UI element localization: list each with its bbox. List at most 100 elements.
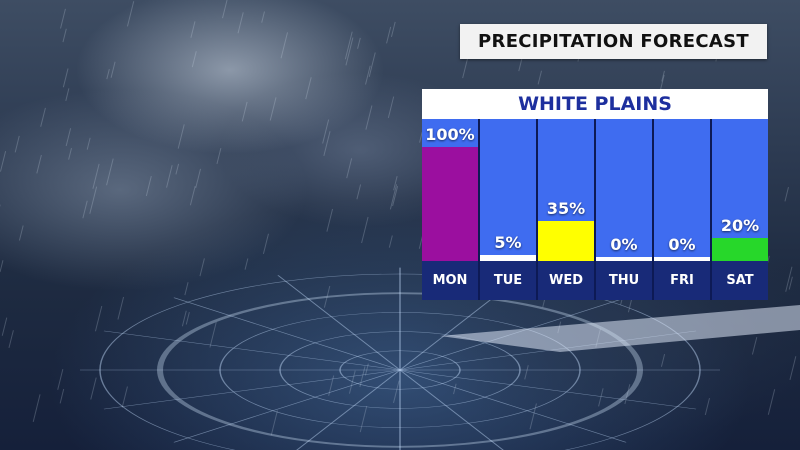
rain-streak <box>14 135 20 153</box>
rain-streak <box>199 258 205 277</box>
column-background <box>596 119 652 261</box>
rain-streak <box>344 31 353 60</box>
column-divider <box>478 119 480 300</box>
day-label-fri: FRI <box>670 273 694 288</box>
rain-streak <box>185 311 190 325</box>
bar-thu <box>596 257 652 261</box>
rain-streak <box>323 131 331 157</box>
column-divider <box>536 119 538 300</box>
day-label-strip <box>654 261 710 300</box>
value-label-sat: 20% <box>720 216 760 236</box>
rain-streak <box>462 55 469 79</box>
city-header: WHITE PLAINS <box>422 89 768 119</box>
rain-streak <box>57 369 64 390</box>
rain-streak <box>89 186 98 214</box>
forecast-panel: WHITE PLAINS 100% MON 5% TUE 35% WED 0% THU 0% FR… <box>422 89 768 300</box>
rain-streak <box>322 119 330 144</box>
rain-streak <box>359 406 368 433</box>
rain-streak <box>704 398 710 416</box>
rain-streak <box>209 321 217 348</box>
rain-streak <box>348 370 356 394</box>
rain-streak <box>121 386 128 408</box>
rain-streak <box>524 365 529 380</box>
day-label-wed: WED <box>548 273 583 288</box>
column-divider <box>710 119 712 300</box>
rain-streak <box>62 28 67 43</box>
rain-streak <box>624 384 631 405</box>
rain-streak <box>270 410 278 436</box>
rain-streak <box>241 101 248 122</box>
rain-streak <box>94 305 103 332</box>
bar-wed <box>538 221 594 261</box>
bar-mon <box>422 147 478 261</box>
rain-streak <box>453 383 457 395</box>
rain-streak <box>92 163 100 189</box>
rain-streak <box>106 69 110 80</box>
rain-streak <box>18 225 24 241</box>
bar-tue <box>480 255 536 261</box>
rain-streak <box>361 216 369 244</box>
day-label-strip <box>480 261 536 300</box>
day-label-strip <box>422 261 478 300</box>
rain-streak <box>106 158 114 186</box>
rain-streak <box>518 57 523 72</box>
rain-streak <box>393 380 400 404</box>
bar-sat <box>712 238 768 261</box>
rain-streak <box>82 200 88 219</box>
rain-streak <box>262 233 269 255</box>
city-name: WHITE PLAINS <box>518 93 672 115</box>
rain-streak <box>65 128 72 147</box>
rain-streak <box>386 26 392 44</box>
rain-streak <box>36 154 42 174</box>
forecast-column-thu: 0% THU <box>596 119 652 300</box>
value-label-tue: 5% <box>494 233 522 253</box>
rain-streak <box>145 175 152 197</box>
rain-streak <box>110 61 116 78</box>
rain-streak <box>661 70 665 82</box>
day-label-strip <box>596 261 652 300</box>
rain-streak <box>368 52 376 77</box>
rain-streak <box>364 363 369 376</box>
forecast-column-wed: 35% WED <box>538 119 594 300</box>
rain-streak <box>788 276 793 290</box>
rain-streak <box>328 375 335 396</box>
rain-streak <box>537 70 543 85</box>
rain-streak <box>195 168 201 189</box>
column-background <box>712 119 768 261</box>
rain-streak <box>166 165 173 188</box>
day-label-thu: THU <box>608 273 640 288</box>
day-label-mon: MON <box>432 273 468 288</box>
rain-streak <box>222 0 228 19</box>
rain-streak <box>86 137 91 150</box>
column-divider <box>594 119 596 300</box>
rain-streak <box>90 377 97 400</box>
day-label-tue: TUE <box>493 273 523 288</box>
rain-streak <box>190 21 196 38</box>
rain-streak <box>359 366 366 388</box>
rain-streak <box>326 208 334 232</box>
forecast-column-tue: 5% TUE <box>480 119 536 300</box>
rain-streak <box>598 388 604 407</box>
rain-streak <box>1 317 8 336</box>
day-label-sat: SAT <box>726 273 754 288</box>
rain-streak <box>305 77 312 100</box>
column-background <box>480 119 536 261</box>
rain-streak <box>389 184 398 210</box>
rain-streak <box>175 163 180 175</box>
rain-streak <box>660 354 666 367</box>
rain-streak <box>269 97 277 121</box>
rain-streak <box>261 11 265 23</box>
day-label-strip <box>712 261 768 300</box>
rain-streak <box>365 105 373 130</box>
rain-streak <box>189 186 196 206</box>
rain-streak <box>8 330 14 349</box>
rain-streak <box>60 8 66 29</box>
rain-streak <box>659 74 665 92</box>
rain-streak <box>237 12 244 34</box>
rain-streak <box>62 68 69 88</box>
rain-streak <box>191 51 197 68</box>
rain-streak <box>751 336 758 355</box>
rain-streak <box>117 296 125 320</box>
rain-streak <box>40 107 46 127</box>
rain-streak <box>323 285 331 308</box>
